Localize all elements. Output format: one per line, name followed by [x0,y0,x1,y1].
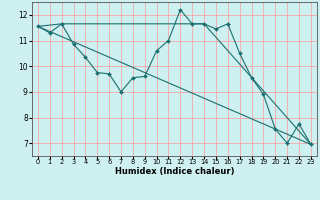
X-axis label: Humidex (Indice chaleur): Humidex (Indice chaleur) [115,167,234,176]
